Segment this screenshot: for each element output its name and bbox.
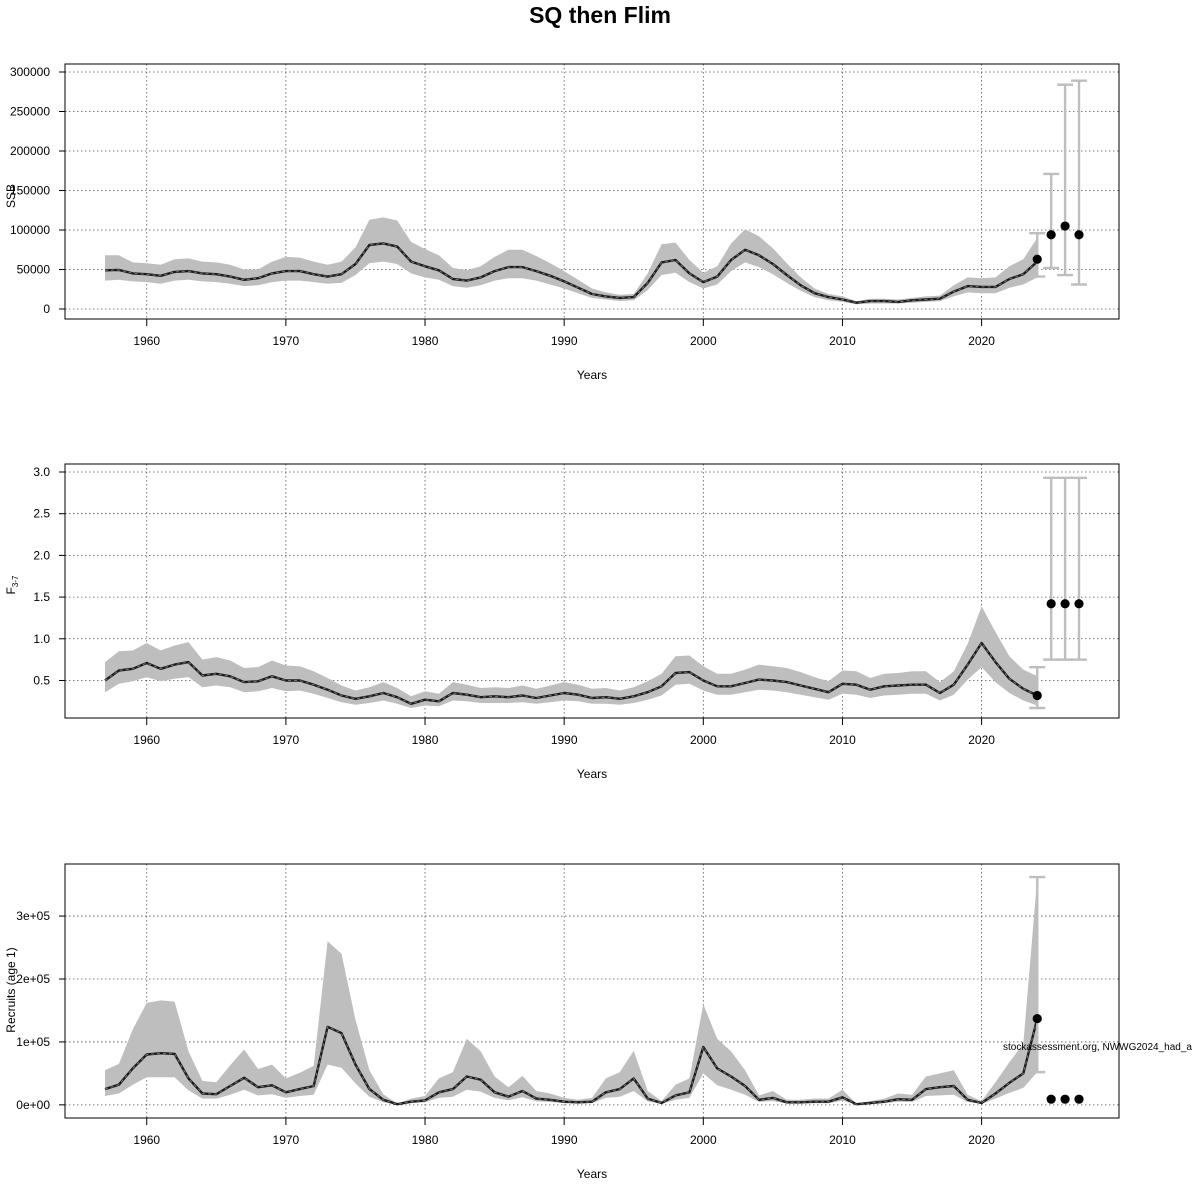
y-tick-label: 250000 [10,105,50,119]
forecast-point [1046,230,1056,240]
y-tick-label: 2e+05 [16,972,50,986]
forecast-point [1046,1094,1056,1104]
y-tick-label: 1.0 [33,632,50,646]
plot-frame [64,863,1120,1119]
y-tick-label: 300000 [10,65,50,79]
y-tick-label: 0e+00 [16,1098,50,1112]
y-tick-label: 0 [43,302,50,316]
estimate-line [104,1018,1039,1106]
x-tick-label: 1980 [412,334,439,348]
x-tick-label: 2000 [690,733,717,747]
x-tick-label: 1990 [551,334,578,348]
y-tick-label: 100000 [10,223,50,237]
forecast-point [1074,230,1084,240]
chart-title: SQ then Flim [529,2,671,28]
y-tick-label: 1.5 [33,590,50,604]
forecast-point [1074,1094,1084,1104]
x-tick-label: 2020 [968,1133,995,1147]
x-tick-label: 2020 [968,334,995,348]
y-axis-title: F3-7 [4,575,20,594]
panel-ssb: 1960 1970 1980 1990 2000 2010 2020 0 50000 100000… [4,63,1120,382]
forecast-point [1032,254,1042,264]
forecast-point [1046,599,1056,609]
x-tick-label: 1960 [133,334,160,348]
x-tick-label: 1960 [133,733,160,747]
estimate-line-dashes [104,242,1038,304]
x-tick-label: 2000 [690,334,717,348]
forecast-point [1060,221,1070,231]
x-tick-label: 1970 [273,334,300,348]
x-tick-label: 2000 [690,1133,717,1147]
y-tick-label: 200000 [10,144,50,158]
x-tick-label: 1970 [273,1133,300,1147]
confidence-band [105,606,1038,708]
y-tick-label: 3.0 [33,465,50,479]
estimate-line-dashes [104,642,1038,705]
confidence-band [105,877,1038,1105]
forecast-point [1060,1094,1070,1104]
confidence-band [105,217,1038,305]
x-tick-label: 2020 [968,733,995,747]
plot-frame [64,63,1120,320]
y-tick-label: 3e+05 [16,909,50,923]
y-axis-title: Recruits (age 1) [4,947,18,1032]
x-tick-label: 1990 [551,1133,578,1147]
forecast-point [1074,599,1084,609]
panel-f: 1960 1970 1980 1990 2000 2010 2020 0.5 1.0 1.5 2.0… [4,463,1120,781]
y-tick-label: 2.5 [33,507,50,521]
x-tick-label: 1990 [551,733,578,747]
y-tick-label: 150000 [10,184,50,198]
x-tick-label: 1970 [273,733,300,747]
y-tick-label: 0.5 [33,673,50,687]
y-tick-label: 2.0 [33,548,50,562]
forecast-point [1032,690,1042,701]
y-tick-label: 50000 [17,263,51,277]
x-axis-title: Years [577,368,607,382]
x-tick-label: 1980 [412,733,439,747]
y-axis-title: SSB [4,184,18,208]
forecast-point [1032,1014,1042,1024]
source-note: stockassessment.org, NWWG2024_had_a [1003,1042,1192,1053]
forecast-point [1060,599,1070,609]
plot-frame [64,463,1120,719]
x-axis-title: Years [577,1167,607,1181]
y-tick-label: 1e+05 [16,1035,50,1049]
x-tick-label: 1980 [412,1133,439,1147]
x-tick-label: 2010 [829,733,856,747]
x-axis-title: Years [577,767,607,781]
x-tick-label: 2010 [829,334,856,348]
x-tick-label: 2010 [829,1133,856,1147]
panel-recruits: 1960 1970 1980 1990 2000 2010 2020 0e+00 1e+05 2e… [4,863,1120,1181]
x-tick-label: 1960 [133,1133,160,1147]
